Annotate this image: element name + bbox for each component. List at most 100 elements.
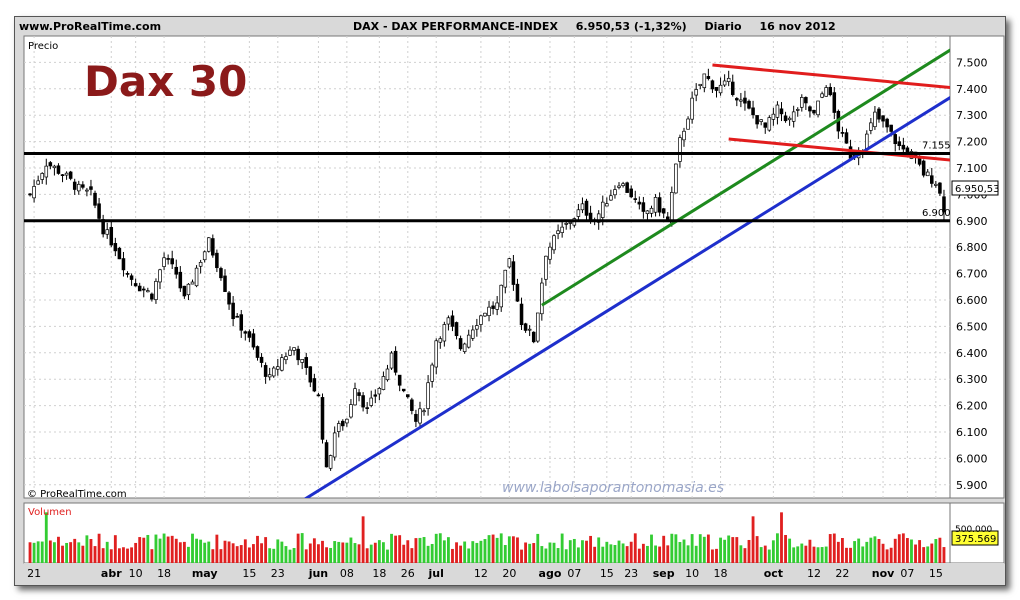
volume-bar [576, 547, 580, 563]
volume-bar [889, 547, 893, 563]
volume-bar [341, 542, 345, 563]
candle-body [552, 235, 556, 251]
volume-bar [914, 544, 917, 563]
volume-bar [256, 535, 259, 563]
volume-panel [23, 502, 951, 564]
volume-bar [312, 538, 316, 563]
candle-body [735, 98, 739, 101]
volume-bar [763, 545, 767, 563]
candle-body [219, 268, 223, 279]
candle-body [158, 269, 162, 283]
candle-body [150, 293, 154, 300]
volume-bar [865, 541, 869, 563]
volume-bar [853, 541, 857, 563]
y-tick-label: 6.500 [956, 320, 988, 333]
volume-bar [333, 541, 337, 563]
volume-bar [438, 533, 442, 563]
volume-bar [771, 540, 775, 563]
candle-body [596, 213, 601, 223]
volume-panel-label: Volumen [28, 507, 72, 518]
volume-bar [784, 534, 787, 563]
candle-body [816, 100, 820, 116]
candle-body [519, 303, 524, 326]
volume-bar [487, 535, 491, 563]
volume-bar [719, 537, 722, 563]
candle-body [471, 329, 475, 339]
candle-body [401, 388, 406, 392]
chart-header: www.ProRealTime.com DAX - DAX PERFORMANC… [15, 17, 1005, 35]
y-tick-label: 5.900 [956, 479, 988, 492]
volume-bar [292, 548, 296, 563]
x-tick-label: jul [428, 567, 444, 580]
volume-bar [260, 543, 263, 563]
x-tick-label: jun [308, 567, 328, 580]
x-tick-label: 23 [624, 567, 638, 580]
candle-body [454, 322, 459, 337]
candle-body [921, 160, 926, 176]
candle-body [600, 201, 605, 218]
y-tick-label: 7.500 [956, 56, 988, 69]
candle-body [865, 133, 869, 150]
volume-bar [869, 537, 873, 563]
volume-bar [73, 538, 77, 563]
symbol-name: DAX - DAX PERFORMANCE-INDEX [353, 20, 558, 33]
candle-body [255, 346, 260, 358]
candle-body [523, 323, 528, 331]
volume-bar [174, 538, 178, 563]
volume-bar [142, 537, 146, 563]
volume-bar [723, 539, 727, 563]
x-tick-label: 18 [372, 567, 386, 580]
headline-text: Dax 30 [84, 57, 247, 106]
candle-body [536, 312, 540, 342]
candle-body [40, 173, 44, 180]
volume-bar [581, 540, 584, 563]
volume-bar [109, 549, 113, 563]
candle-body [771, 113, 776, 120]
volume-bar [284, 546, 288, 563]
volume-bar [28, 542, 32, 563]
volume-bar [556, 548, 560, 563]
y-tick-label: 6.800 [956, 241, 988, 254]
candle-body [670, 192, 674, 224]
volume-bar [410, 548, 414, 563]
volume-bar [463, 541, 467, 563]
volume-level-label: 375.569 [955, 534, 996, 545]
candle-body [730, 81, 735, 95]
candle-body [820, 93, 824, 98]
volume-bar [808, 539, 812, 563]
volume-bar [662, 535, 666, 563]
volume-bar [398, 535, 402, 563]
candle-body [125, 273, 130, 275]
volume-bar [223, 540, 227, 563]
volume-bar [727, 535, 731, 563]
candle-body [503, 269, 508, 288]
chart-title: DAX - DAX PERFORMANCE-INDEX 6.950,53 (-1… [353, 20, 850, 33]
volume-bar [905, 538, 909, 563]
x-tick-label: nov [872, 567, 895, 580]
watermark-text: www.labolsaporantonomasia.es [502, 480, 724, 496]
volume-bar [670, 533, 674, 563]
support-line-label: 7.155 [922, 140, 951, 151]
volume-bar [451, 548, 454, 563]
volume-bar [211, 549, 215, 563]
x-tick-label: 08 [340, 567, 354, 580]
candle-body [328, 455, 333, 469]
candle-body [332, 432, 337, 458]
volume-bar [113, 535, 117, 563]
volume-bar [613, 545, 617, 563]
candle-body [458, 338, 463, 350]
volume-bar [40, 541, 44, 563]
candle-body [276, 366, 280, 370]
x-axis: 21 abr 10 18 may 15 23 jun 08 18 26 jul 12 20 ago 07 15 2… [27, 567, 943, 580]
volume-bar [747, 539, 751, 563]
candle-body [844, 132, 849, 144]
volume-bar [48, 540, 52, 563]
site-label[interactable]: www.ProRealTime.com [19, 20, 162, 33]
volume-bar [548, 542, 552, 563]
volume-bar [471, 541, 475, 563]
volume-bar [511, 536, 515, 563]
volume-bar [881, 543, 885, 563]
candle-body [487, 306, 491, 316]
volume-bar [690, 534, 694, 563]
candle-body [767, 117, 772, 131]
